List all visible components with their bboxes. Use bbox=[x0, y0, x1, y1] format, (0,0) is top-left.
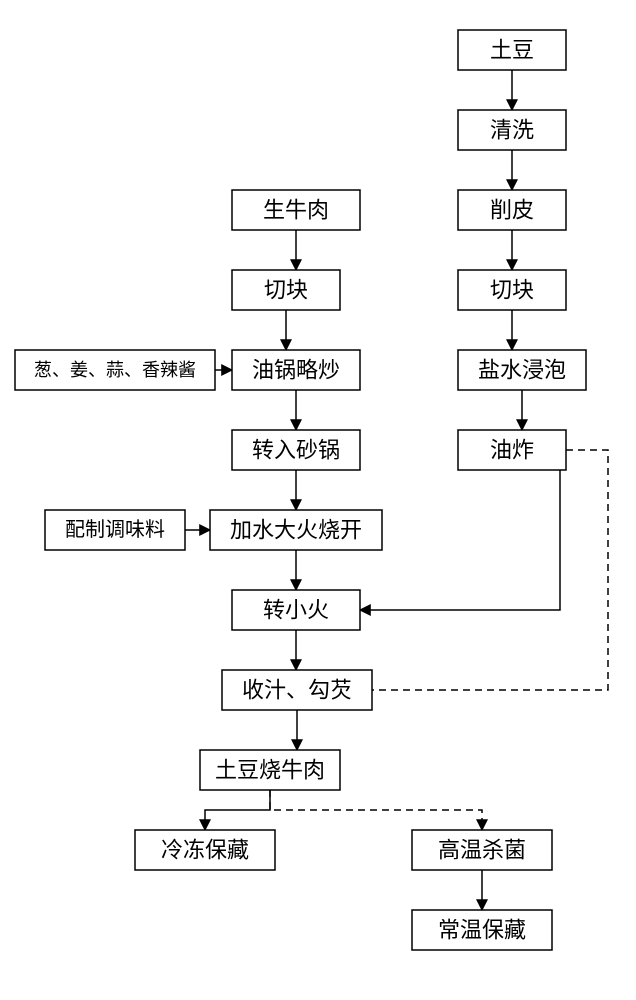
node-store: 常温保藏 bbox=[412, 910, 552, 950]
node-frozen: 冷冻保藏 bbox=[135, 830, 275, 870]
edge-fry-to-thicken bbox=[372, 450, 608, 690]
node-label-dish: 土豆烧牛肉 bbox=[215, 758, 325, 783]
node-label-fry: 油炸 bbox=[490, 438, 534, 463]
node-stirfry: 油锅略炒 bbox=[232, 350, 360, 390]
node-label-simmer: 转小火 bbox=[263, 598, 329, 623]
node-label-peel: 削皮 bbox=[490, 198, 534, 223]
edge-fry-to-simmer bbox=[360, 450, 566, 610]
node-cut_potato: 切块 bbox=[458, 270, 566, 310]
node-label-potato: 土豆 bbox=[490, 38, 534, 63]
node-cut_beef: 切块 bbox=[232, 270, 340, 310]
node-sterilize: 高温杀菌 bbox=[412, 830, 552, 870]
node-raw_beef: 生牛肉 bbox=[232, 190, 360, 230]
node-label-raw_beef: 生牛肉 bbox=[263, 198, 329, 223]
node-wash: 清洗 bbox=[458, 110, 566, 150]
node-dish: 土豆烧牛肉 bbox=[200, 750, 340, 790]
node-label-spices: 葱、姜、蒜、香辣酱 bbox=[34, 360, 196, 380]
node-potato: 土豆 bbox=[458, 30, 566, 70]
node-label-casserole: 转入砂锅 bbox=[252, 438, 340, 463]
edge-dish-to-sterilize bbox=[270, 790, 482, 830]
edge-dish-to-frozen bbox=[205, 790, 270, 830]
node-label-wash: 清洗 bbox=[490, 118, 534, 143]
node-simmer: 转小火 bbox=[232, 590, 360, 630]
node-label-frozen: 冷冻保藏 bbox=[161, 838, 249, 863]
node-thicken: 收汁、勾芡 bbox=[222, 670, 372, 710]
node-peel: 削皮 bbox=[458, 190, 566, 230]
node-spices: 葱、姜、蒜、香辣酱 bbox=[15, 350, 215, 390]
node-brine: 盐水浸泡 bbox=[458, 350, 586, 390]
node-label-thicken: 收汁、勾芡 bbox=[242, 678, 352, 703]
node-casserole: 转入砂锅 bbox=[232, 430, 360, 470]
node-label-cut_potato: 切块 bbox=[490, 278, 534, 303]
node-fry: 油炸 bbox=[458, 430, 566, 470]
node-label-sterilize: 高温杀菌 bbox=[438, 838, 526, 863]
node-label-boil: 加水大火烧开 bbox=[230, 518, 362, 543]
node-label-stirfry: 油锅略炒 bbox=[252, 358, 340, 383]
node-label-brine: 盐水浸泡 bbox=[478, 358, 566, 383]
node-seasoning: 配制调味料 bbox=[45, 510, 185, 550]
node-label-cut_beef: 切块 bbox=[264, 278, 308, 303]
node-label-seasoning: 配制调味料 bbox=[65, 518, 165, 541]
node-label-store: 常温保藏 bbox=[438, 918, 526, 943]
node-boil: 加水大火烧开 bbox=[210, 510, 382, 550]
